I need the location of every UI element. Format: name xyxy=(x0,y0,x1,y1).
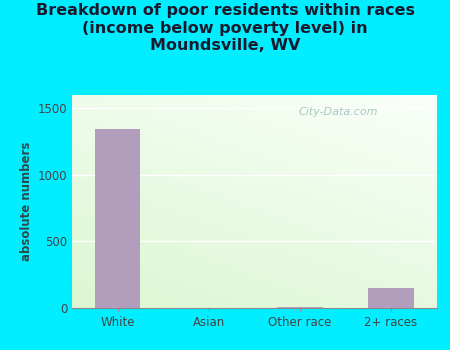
Bar xyxy=(95,129,140,308)
Text: Breakdown of poor residents within races
(income below poverty level) in
Moundsv: Breakdown of poor residents within races… xyxy=(36,4,414,53)
Bar xyxy=(368,288,414,308)
Y-axis label: absolute numbers: absolute numbers xyxy=(20,141,33,261)
Bar xyxy=(277,307,323,308)
Text: City-Data.com: City-Data.com xyxy=(298,107,378,117)
